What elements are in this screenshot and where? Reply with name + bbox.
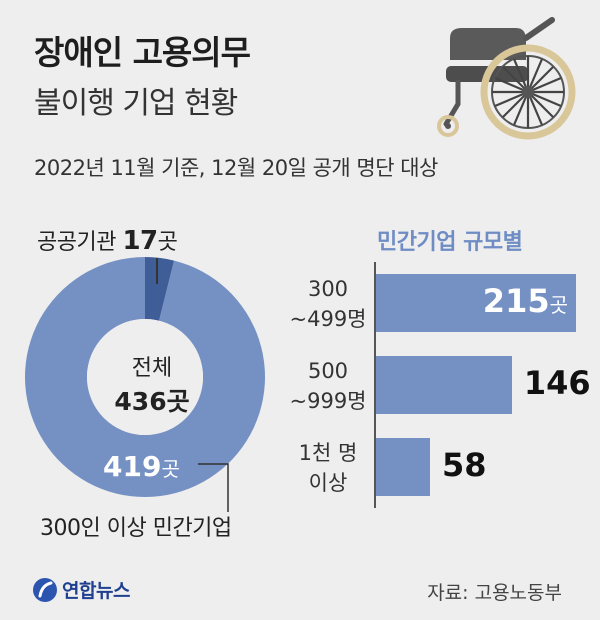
bar-value-number: 146 [523, 364, 591, 402]
bar [376, 274, 576, 332]
donut-chart [24, 257, 265, 497]
donut-slice-1 [24, 257, 265, 497]
private-value-number: 419 [103, 450, 162, 483]
bar [376, 356, 512, 414]
bar-value-unit: 곳 [549, 293, 568, 317]
bar-value-label: 146 [524, 364, 591, 402]
private-callout-line [198, 463, 229, 512]
page-title-line2: 불이행 기업 현황 [34, 86, 238, 121]
bar-category-line2: ~999명 [289, 389, 367, 413]
bar-value-number: 58 [441, 446, 487, 484]
donut-hole [87, 319, 203, 435]
bar-category-label: 300 ~499명 [288, 274, 368, 334]
logo-text: 연합뉴스 [62, 580, 130, 602]
donut-slice-0 [145, 257, 175, 321]
donut-center-value: 436곳 [114, 387, 190, 416]
donut-center: 전체 436곳 [92, 350, 212, 418]
private-label: 300인 이상 민간기업 [40, 516, 232, 541]
wheelchair-icon [437, 17, 576, 140]
public-callout: 공공기관 17곳 [37, 224, 178, 256]
bar-category-line2: 이상 [308, 471, 348, 495]
bar-category-line1: 1천 명 [298, 441, 358, 465]
source-text: 자료: 고용노동부 [427, 582, 562, 604]
public-unit: 곳 [157, 230, 178, 255]
bar [376, 438, 430, 496]
bar-value-label: 215곳 [483, 282, 568, 320]
bar-chart-title: 민간기업 규모별 [377, 230, 523, 255]
bar-axis [374, 262, 376, 508]
bar-value-label: 58 [442, 446, 487, 484]
bar-category-line1: 500 [307, 359, 349, 383]
donut-center-label: 전체 [131, 356, 173, 381]
public-label: 공공기관 [37, 230, 116, 255]
page-title: 장애인 고용의무 [34, 33, 251, 72]
public-value: 17 [122, 226, 158, 256]
yonhap-logo-icon [33, 577, 57, 602]
bar-category-line2: ~499명 [289, 307, 367, 331]
bar-category-label: 500 ~999명 [288, 356, 368, 416]
page-subtitle: 2022년 11월 기준, 12월 20일 공개 명단 대상 [34, 156, 438, 180]
bar-category-line1: 300 [307, 277, 349, 301]
private-value: 419곳 [103, 450, 180, 483]
private-value-unit: 곳 [161, 457, 180, 481]
yonhap-logo: 연합뉴스 [32, 576, 130, 603]
public-callout-line [156, 258, 158, 284]
bar-value-number: 215 [482, 282, 550, 320]
